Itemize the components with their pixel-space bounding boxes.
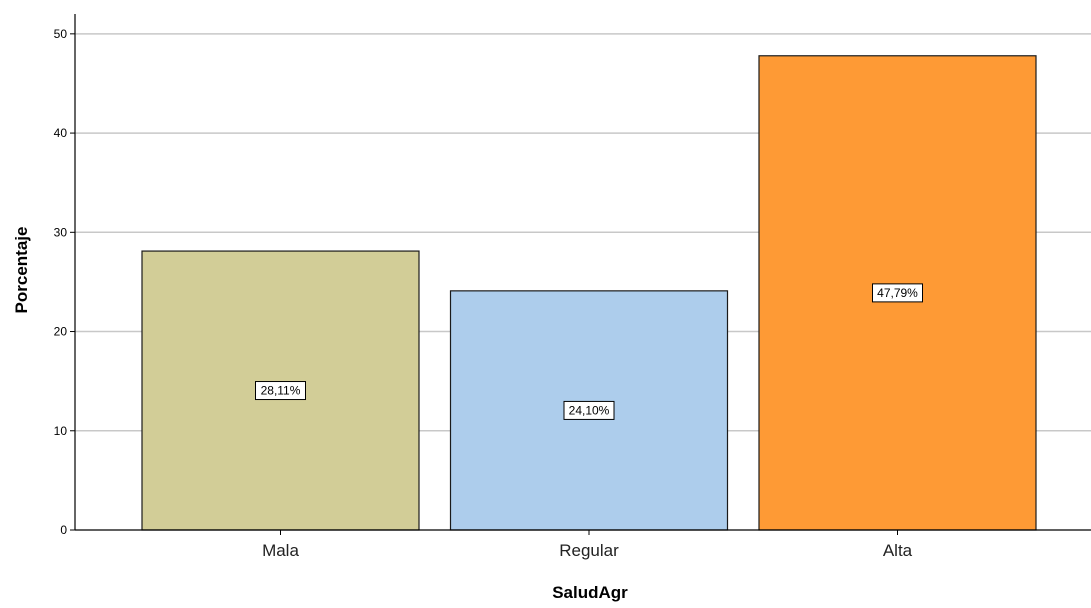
y-ticks: 0 10 20 30 40 50 — [54, 27, 75, 537]
x-tick-label: Regular — [559, 541, 619, 560]
data-label: 24,10% — [569, 403, 610, 417]
y-tick-label: 40 — [54, 126, 68, 140]
axes — [74, 14, 1091, 531]
y-tick-label: 50 — [54, 27, 68, 41]
x-tick-label: Alta — [883, 541, 913, 560]
x-tick-label: Mala — [262, 541, 299, 560]
data-label-box — [872, 283, 923, 303]
data-label-box — [563, 400, 615, 420]
data-label-box — [255, 381, 306, 401]
bars — [141, 55, 1037, 531]
data-labels: 28,11% 24,10% 47,79% — [255, 283, 923, 420]
x-ticks: Mala Regular Alta — [262, 530, 913, 560]
x-axis-title: SaludAgr — [552, 583, 628, 602]
data-label: 28,11% — [261, 384, 301, 398]
y-tick-label: 30 — [54, 225, 68, 239]
y-tick-label: 0 — [60, 523, 67, 537]
y-tick-label: 10 — [54, 424, 68, 438]
y-axis-title: Porcentaje — [12, 227, 31, 314]
data-label: 47,79% — [877, 286, 918, 300]
y-tick-label: 20 — [54, 325, 68, 339]
